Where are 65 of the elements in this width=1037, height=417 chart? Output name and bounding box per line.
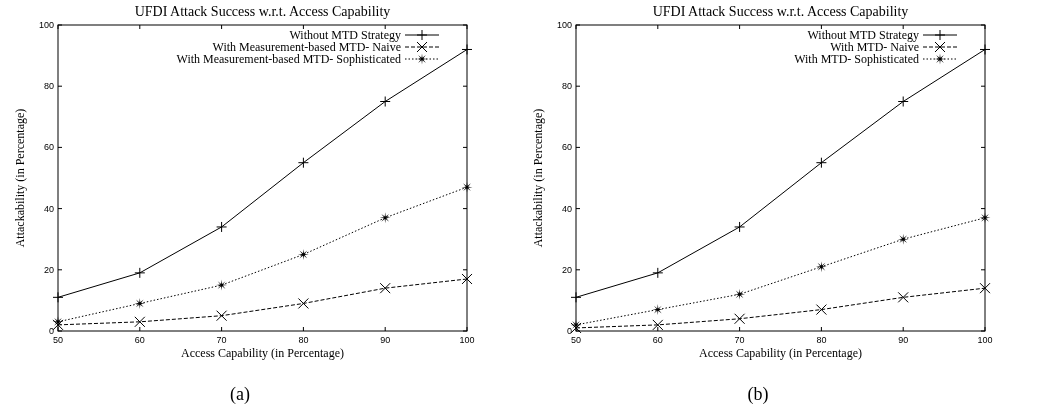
point [652, 304, 664, 316]
point [897, 96, 909, 107]
point [815, 261, 827, 273]
point [815, 157, 827, 169]
y-tick-label: 60 [43, 142, 54, 153]
y-tick-label: 20 [43, 264, 54, 275]
y-axis-title: Attackability (in Percentage) [531, 108, 545, 248]
text: (b) [747, 384, 769, 405]
legend-label: Without MTD Strategy [289, 28, 401, 42]
y-tick-label: 100 [556, 20, 572, 30]
x-tick-label: 70 [734, 335, 745, 345]
point [815, 304, 827, 316]
point [297, 249, 309, 260]
point [134, 297, 146, 309]
text: (a) [230, 384, 250, 405]
x-tick-label: 50 [52, 335, 64, 345]
point [297, 297, 309, 309]
point [570, 291, 582, 303]
x-axis-title: Access Capability (in Percentage) [181, 346, 344, 360]
x-tick-label: 100 [459, 335, 475, 345]
point [897, 291, 909, 303]
legend-label: With MTD- Sophisticated [794, 52, 919, 66]
point [734, 313, 746, 325]
y-tick-label: 40 [561, 203, 572, 214]
x-tick-label: 70 [216, 335, 227, 345]
y-tick-label: 20 [561, 264, 572, 275]
legend-label: Without MTD Strategy [807, 28, 919, 42]
point [379, 96, 391, 107]
point [216, 221, 228, 233]
point [652, 319, 664, 331]
x-tick-label: 80 [298, 335, 309, 345]
point [379, 212, 391, 224]
point [216, 310, 228, 322]
legend-label: With Measurement-based MTD- Sophisticated [176, 52, 401, 66]
y-axis-title: Attackability (in Percentage) [13, 108, 27, 248]
y-tick-label: 100 [38, 20, 54, 30]
y-tick-label: 40 [43, 203, 54, 214]
point [52, 291, 64, 303]
chart-title: UFDI Attack Success w.r.t. Access Capability [652, 4, 909, 19]
x-tick-label: 50 [570, 335, 582, 345]
y-tick-label: 80 [561, 81, 572, 92]
x-tick-label: 90 [380, 335, 391, 345]
y-tick-label: 60 [561, 142, 572, 153]
point [379, 282, 391, 294]
point [461, 273, 473, 285]
point [297, 157, 309, 169]
y-tick-label: 80 [43, 81, 54, 92]
x-tick-label: 60 [652, 335, 663, 345]
point [979, 43, 991, 55]
x-tick-label: 80 [816, 335, 827, 345]
x-tick-label: 100 [977, 335, 993, 345]
point [134, 316, 146, 328]
point [134, 267, 146, 279]
point [652, 267, 664, 279]
point [461, 43, 473, 55]
x-axis-title: Access Capability (in Percentage) [699, 346, 862, 360]
y-tick-label: 0 [48, 326, 54, 336]
point [897, 233, 909, 245]
y-tick-label: 0 [566, 326, 572, 336]
point [734, 288, 746, 300]
point [979, 282, 991, 294]
chart-title: UFDI Attack Success w.r.t. Access Capability [134, 4, 391, 19]
x-tick-label: 90 [898, 335, 909, 345]
point [734, 221, 746, 233]
x-tick-label: 60 [134, 335, 145, 345]
